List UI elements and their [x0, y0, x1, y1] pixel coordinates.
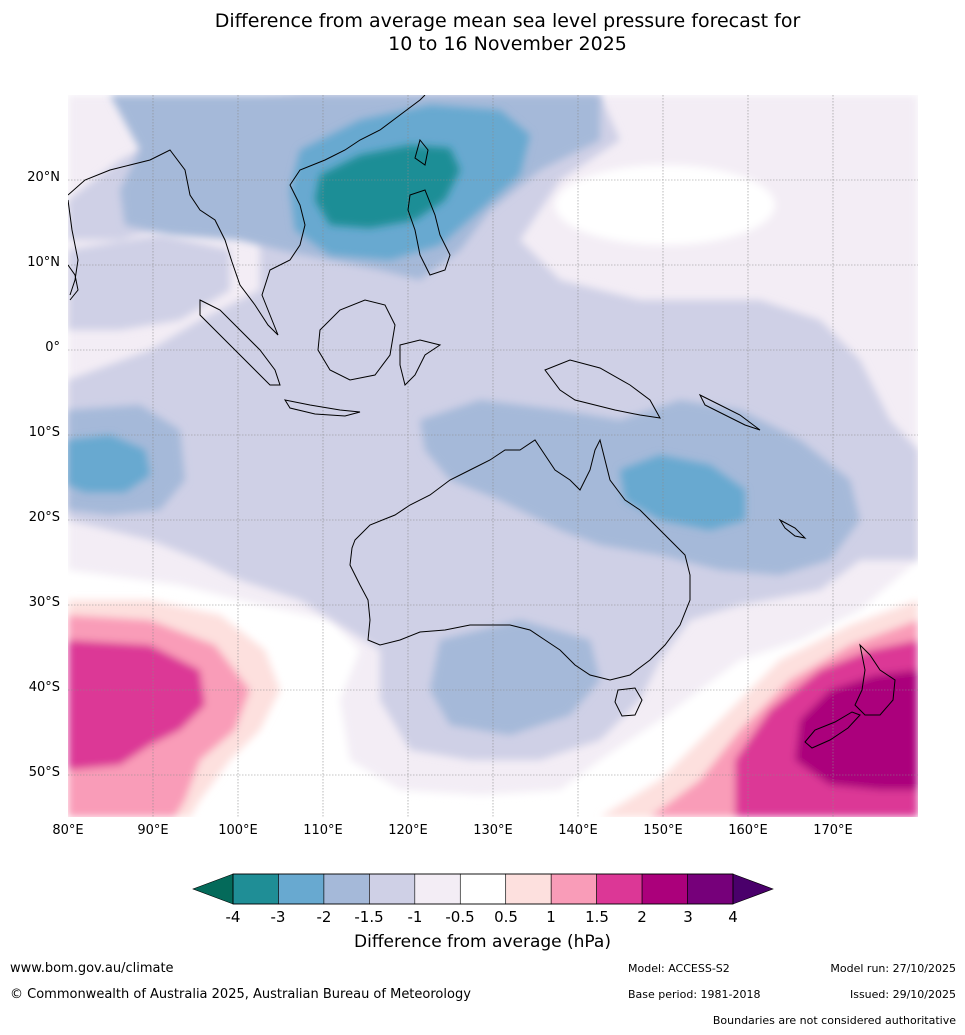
- borneo-coast: [317, 299, 396, 381]
- australia-coast: [349, 438, 691, 681]
- contour-pos-west: [68, 600, 280, 817]
- asia-coast: [68, 95, 426, 336]
- sulawesi-coast: [399, 339, 442, 386]
- model-run-text: Model run: 27/10/2025: [830, 962, 956, 975]
- contour-neg-3: [315, 145, 460, 228]
- copyright-text: © Commonwealth of Australia 2025, Austra…: [10, 987, 471, 1002]
- taiwan-coast: [414, 138, 429, 166]
- lat-label-10n: 10°N: [27, 255, 60, 270]
- model-text: Model: ACCESS-S2: [628, 962, 730, 975]
- colorbar-tick: -1.5: [354, 908, 384, 926]
- lat-label-0: 0°: [45, 340, 60, 355]
- tasmania-coast: [614, 687, 643, 717]
- sumatra-coast: [199, 299, 281, 386]
- issued-text: Issued: 29/10/2025: [849, 988, 956, 1001]
- colorbar-cell: [414, 873, 461, 905]
- lat-label-20s: 20°S: [28, 510, 60, 525]
- colorbar-cell: [550, 873, 597, 905]
- colorbar-tick: 1.5: [585, 908, 609, 926]
- java-coast: [283, 399, 361, 417]
- solomon-islands-coast: [698, 393, 761, 431]
- colorbar-tick: -1: [407, 908, 423, 926]
- colorbar-over-arrow: [732, 873, 774, 905]
- india-coast: [68, 199, 79, 296]
- colorbar-cell: [323, 873, 370, 905]
- sri-lanka-coast: [68, 264, 79, 301]
- lat-label-40s: 40°S: [28, 680, 60, 695]
- lon-label-170e: 170°E: [813, 823, 853, 838]
- colorbar-label: Difference from average (hPa): [354, 932, 611, 952]
- new-caledonia-coast: [778, 518, 807, 539]
- lon-label-110e: 110°E: [303, 823, 343, 838]
- lon-label-80e: 80°E: [52, 823, 84, 838]
- colorbar-frame: [232, 873, 734, 905]
- colorbar: [192, 873, 774, 905]
- colorbar-cell: [459, 873, 507, 905]
- lon-label-150e: 150°E: [643, 823, 683, 838]
- philippines-coast: [407, 189, 451, 276]
- colorbar-cell: [687, 873, 734, 905]
- colorbar-tick: 0.5: [494, 908, 518, 926]
- colorbar-cell: [641, 873, 688, 905]
- colorbar-tick: 3: [683, 908, 693, 926]
- colorbar-tick: -2: [316, 908, 332, 926]
- colorbar-cell: [369, 873, 416, 905]
- base-period-text: Base period: 1981-2018: [628, 988, 761, 1001]
- title-line-2: 10 to 16 November 2025: [388, 33, 627, 55]
- colorbar-tick: -0.5: [445, 908, 475, 926]
- website-link[interactable]: www.bom.gov.au/climate: [10, 961, 174, 976]
- contour-pos-east: [600, 600, 918, 817]
- colorbar-cell: [232, 873, 279, 905]
- colorbar-tick: 1: [546, 908, 556, 926]
- colorbar-cell: [596, 873, 643, 905]
- lat-label-50s: 50°S: [28, 765, 60, 780]
- lat-label-10s: 10°S: [28, 425, 60, 440]
- colorbar-cell: [505, 873, 552, 905]
- coastlines: [68, 95, 896, 749]
- colorbar-tick: -4: [225, 908, 241, 926]
- new-zealand-south-coast: [804, 711, 861, 749]
- map-area: [68, 95, 918, 817]
- graticule: [68, 95, 918, 817]
- new-guinea-coast: [544, 359, 661, 419]
- colorbar-cell: [278, 873, 325, 905]
- lat-label-30s: 30°S: [28, 595, 60, 610]
- chart-title: Difference from average mean sea level p…: [0, 10, 965, 56]
- lon-label-130e: 130°E: [473, 823, 513, 838]
- lon-label-140e: 140°E: [558, 823, 598, 838]
- colorbar-under-arrow: [192, 873, 234, 905]
- lon-label-100e: 100°E: [218, 823, 258, 838]
- title-line-1: Difference from average mean sea level p…: [214, 10, 801, 32]
- lon-label-160e: 160°E: [728, 823, 768, 838]
- new-zealand-north-coast: [854, 643, 896, 716]
- colorbar-tick: 4: [728, 908, 738, 926]
- disclaimer-text: Boundaries are not considered authoritat…: [712, 1014, 956, 1027]
- colorbar-tick: -3: [270, 908, 286, 926]
- lat-label-20n: 20°N: [27, 170, 60, 185]
- lon-label-120e: 120°E: [388, 823, 428, 838]
- lon-label-90e: 90°E: [137, 823, 169, 838]
- colorbar-tick: 2: [637, 908, 647, 926]
